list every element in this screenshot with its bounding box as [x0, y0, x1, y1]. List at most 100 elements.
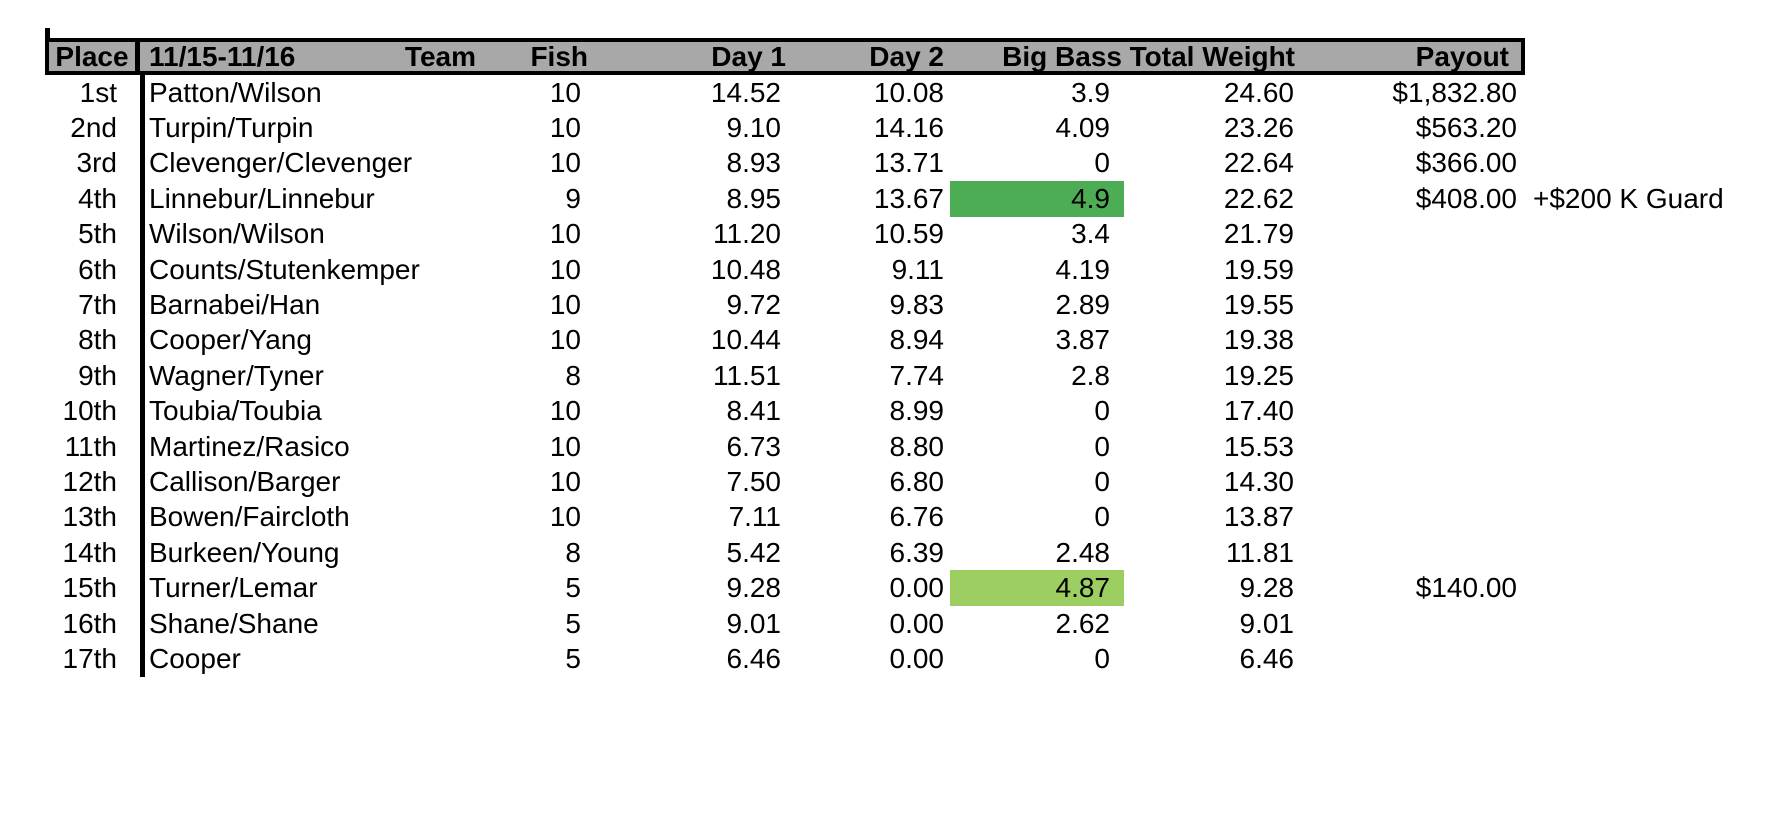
cell-big-bass[interactable]: 0: [1094, 465, 1110, 497]
cell-total-weight[interactable]: 6.46: [1239, 642, 1295, 674]
cell-fish[interactable]: 10: [549, 395, 581, 427]
cell-day2[interactable]: 9.83: [889, 289, 945, 321]
cell-day1[interactable]: 9.28: [726, 572, 782, 604]
cell-fish[interactable]: 10: [549, 430, 581, 462]
cell-day1[interactable]: 5.42: [726, 536, 782, 568]
cell-total-weight[interactable]: 9.01: [1239, 607, 1295, 639]
cell-payout[interactable]: [1302, 500, 1525, 535]
cell-big-bass[interactable]: 0: [1094, 395, 1110, 427]
cell-place[interactable]: 10th: [62, 395, 118, 427]
cell-big-bass[interactable]: 0: [1094, 147, 1110, 179]
cell-team[interactable]: Cooper: [149, 642, 241, 674]
cell-big-bass[interactable]: 2.62: [1055, 607, 1111, 639]
cell-fish[interactable]: 10: [549, 76, 581, 108]
cell-total-weight[interactable]: 14.30: [1223, 465, 1294, 497]
cell-fish[interactable]: 10: [549, 465, 581, 497]
cell-day1[interactable]: 9.01: [726, 607, 782, 639]
cell-fish[interactable]: 5: [565, 572, 581, 604]
cell-team[interactable]: Martinez/Rasico: [149, 430, 350, 462]
cell-day2[interactable]: 6.80: [889, 465, 945, 497]
cell-place[interactable]: 6th: [78, 253, 117, 285]
cell-day1[interactable]: 6.46: [726, 642, 782, 674]
header-payout[interactable]: Payout: [1415, 40, 1509, 72]
cell-total-weight[interactable]: 13.87: [1223, 501, 1294, 533]
header-team[interactable]: 11/15-11/16 Team: [140, 41, 500, 72]
cell-big-bass[interactable]: 4.87: [950, 570, 1124, 606]
cell-place[interactable]: 12th: [62, 465, 118, 497]
cell-total-weight[interactable]: 15.53: [1223, 430, 1294, 462]
cell-day1[interactable]: 10.44: [710, 324, 781, 356]
cell-fish[interactable]: 10: [549, 112, 581, 144]
cell-day1[interactable]: 6.73: [726, 430, 782, 462]
cell-place[interactable]: 17th: [62, 642, 118, 674]
cell-day2[interactable]: 14.16: [873, 112, 944, 144]
cell-day2[interactable]: 13.71: [873, 147, 944, 179]
cell-day2[interactable]: 7.74: [889, 359, 945, 391]
cell-big-bass[interactable]: 0: [1094, 430, 1110, 462]
cell-team[interactable]: Barnabei/Han: [149, 289, 321, 321]
cell-fish[interactable]: 8: [565, 536, 581, 568]
cell-team[interactable]: Clevenger/Clevenger: [149, 147, 413, 179]
cell-total-weight[interactable]: 17.40: [1223, 395, 1294, 427]
cell-place[interactable]: 4th: [78, 182, 117, 214]
cell-day2[interactable]: 0.00: [889, 607, 945, 639]
cell-day2[interactable]: 9.11: [891, 253, 944, 285]
header-day2[interactable]: Day 2: [869, 40, 944, 72]
cell-total-weight[interactable]: 19.25: [1223, 359, 1294, 391]
cell-day1[interactable]: 9.72: [726, 289, 782, 321]
cell-day2[interactable]: 10.59: [873, 218, 944, 250]
cell-team[interactable]: Patton/Wilson: [149, 76, 322, 108]
cell-big-bass[interactable]: 2.8: [1071, 359, 1110, 391]
cell-big-bass[interactable]: 0: [1094, 642, 1110, 674]
cell-big-bass[interactable]: 4.09: [1055, 112, 1111, 144]
cell-team[interactable]: Toubia/Toubia: [149, 395, 322, 427]
cell-fish[interactable]: 10: [549, 147, 581, 179]
cell-day1[interactable]: 8.95: [726, 182, 782, 214]
cell-fish[interactable]: 10: [549, 501, 581, 533]
cell-day1[interactable]: 11.20: [713, 218, 781, 250]
cell-team[interactable]: Cooper/Yang: [149, 324, 312, 356]
cell-payout[interactable]: [1302, 429, 1525, 464]
cell-place[interactable]: 8th: [78, 324, 117, 356]
cell-payout[interactable]: [1302, 641, 1525, 676]
cell-day1[interactable]: 11.51: [713, 359, 781, 391]
cell-fish[interactable]: 8: [565, 359, 581, 391]
cell-day2[interactable]: 8.80: [889, 430, 945, 462]
cell-team[interactable]: Wagner/Tyner: [149, 359, 324, 391]
cell-place[interactable]: 13th: [62, 501, 118, 533]
cell-team[interactable]: Turpin/Turpin: [149, 112, 314, 144]
cell-team[interactable]: Turner/Lemar: [149, 572, 318, 604]
cell-payout[interactable]: [1302, 323, 1525, 358]
cell-day1[interactable]: 10.48: [710, 253, 781, 285]
cell-day1[interactable]: 7.50: [726, 465, 782, 497]
cell-total-weight[interactable]: 22.62: [1223, 182, 1294, 214]
cell-day2[interactable]: 0.00: [889, 572, 945, 604]
cell-place[interactable]: 9th: [78, 359, 117, 391]
cell-payout[interactable]: $1,832.80: [1392, 76, 1517, 108]
cell-team[interactable]: Burkeen/Young: [149, 536, 340, 568]
cell-day1[interactable]: 8.93: [726, 147, 782, 179]
cell-place[interactable]: 3rd: [76, 147, 117, 179]
header-day1[interactable]: Day 1: [711, 40, 786, 72]
cell-fish[interactable]: 10: [549, 289, 581, 321]
cell-payout[interactable]: [1302, 217, 1525, 252]
cell-big-bass[interactable]: 3.87: [1055, 324, 1111, 356]
cell-payout[interactable]: $366.00: [1415, 147, 1517, 179]
cell-day1[interactable]: 9.10: [726, 112, 782, 144]
cell-total-weight[interactable]: 19.59: [1223, 253, 1294, 285]
cell-payout[interactable]: [1302, 287, 1525, 322]
cell-team[interactable]: Wilson/Wilson: [149, 218, 325, 250]
cell-place[interactable]: 14th: [62, 536, 118, 568]
cell-place[interactable]: 2nd: [70, 112, 117, 144]
cell-payout[interactable]: [1302, 606, 1525, 641]
cell-place[interactable]: 11th: [64, 430, 117, 462]
cell-place[interactable]: 16th: [62, 607, 118, 639]
cell-day2[interactable]: 10.08: [873, 76, 944, 108]
header-fish[interactable]: Fish: [530, 40, 588, 72]
cell-day1[interactable]: 14.52: [710, 76, 781, 108]
cell-total-weight[interactable]: 19.38: [1223, 324, 1294, 356]
cell-total-weight[interactable]: 21.79: [1223, 218, 1294, 250]
cell-fish[interactable]: 10: [549, 218, 581, 250]
cell-payout[interactable]: [1302, 535, 1525, 570]
cell-day2[interactable]: 0.00: [889, 642, 945, 674]
